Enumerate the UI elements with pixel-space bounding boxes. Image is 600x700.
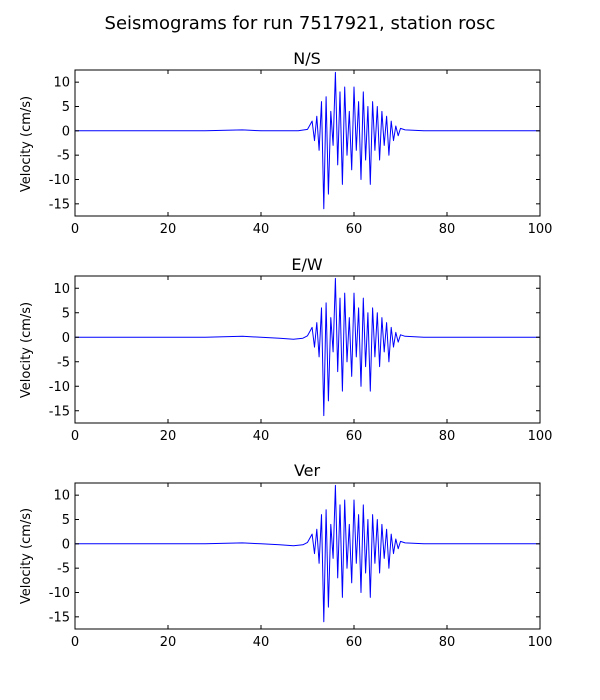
panel-ns: N/S Velocity (cm/s) 0 20 40 60 80 100 10 5 0 -5 -1… bbox=[19, 49, 552, 237]
y-axis-label: Velocity (cm/s) bbox=[19, 96, 34, 192]
trace-line bbox=[75, 277, 540, 417]
y-tick-label: 5 bbox=[62, 100, 70, 115]
y-tick-label: 5 bbox=[62, 513, 70, 528]
y-tick-label: -5 bbox=[57, 562, 70, 577]
y-tick-label: -5 bbox=[57, 149, 70, 164]
axis-ticks: 0 20 40 60 80 100 10 5 0 -5 -10 -15 bbox=[49, 483, 553, 650]
x-tick-label: 40 bbox=[253, 222, 270, 237]
figure-title: Seismograms for run 7517921, station ros… bbox=[105, 13, 496, 34]
y-axis-label: Velocity (cm/s) bbox=[19, 508, 34, 604]
axis-ticks: 0 20 40 60 80 100 10 5 0 -5 -10 -15 bbox=[49, 276, 553, 444]
trace-line bbox=[75, 484, 540, 623]
y-tick-label: -10 bbox=[49, 173, 70, 188]
x-tick-label: 100 bbox=[528, 429, 553, 444]
y-tick-label: -15 bbox=[49, 404, 70, 419]
y-tick-label: -15 bbox=[49, 610, 70, 625]
y-tick-label: 0 bbox=[62, 537, 70, 552]
x-tick-label: 60 bbox=[346, 429, 363, 444]
y-tick-label: -10 bbox=[49, 586, 70, 601]
panel-title: E/W bbox=[291, 255, 323, 274]
axis-ticks: 0 20 40 60 80 100 10 5 0 -5 -10 -15 bbox=[49, 70, 553, 237]
x-tick-label: 0 bbox=[71, 429, 79, 444]
x-tick-label: 100 bbox=[528, 222, 553, 237]
x-tick-label: 20 bbox=[160, 222, 177, 237]
x-tick-label: 40 bbox=[253, 429, 270, 444]
x-tick-label: 40 bbox=[253, 635, 270, 650]
plot-frame bbox=[74, 69, 541, 217]
y-tick-label: -10 bbox=[49, 380, 70, 395]
x-tick-label: 20 bbox=[160, 635, 177, 650]
x-tick-label: 0 bbox=[71, 222, 79, 237]
x-tick-label: 80 bbox=[439, 222, 456, 237]
y-tick-label: -15 bbox=[49, 197, 70, 212]
x-tick-label: 60 bbox=[346, 635, 363, 650]
y-tick-label: 5 bbox=[62, 306, 70, 321]
x-tick-label: 0 bbox=[71, 635, 79, 650]
panel-title: N/S bbox=[293, 49, 321, 68]
trace-line bbox=[75, 71, 540, 210]
y-axis-label: Velocity (cm/s) bbox=[19, 302, 34, 398]
plot-frame bbox=[74, 275, 541, 424]
x-tick-label: 60 bbox=[346, 222, 363, 237]
y-tick-label: 10 bbox=[53, 76, 70, 91]
x-tick-label: 80 bbox=[439, 635, 456, 650]
x-tick-label: 20 bbox=[160, 429, 177, 444]
x-tick-label: 100 bbox=[528, 635, 553, 650]
plot-frame bbox=[74, 482, 541, 630]
panel-title: Ver bbox=[294, 461, 321, 480]
panel-ver: Ver Velocity (cm/s) 0 20 40 60 80 100 10 5 0 -5 -1… bbox=[19, 461, 552, 650]
y-tick-label: 0 bbox=[62, 331, 70, 346]
y-tick-label: -5 bbox=[57, 355, 70, 370]
y-tick-label: 10 bbox=[53, 282, 70, 297]
y-tick-label: 10 bbox=[53, 489, 70, 504]
panel-ew: E/W Velocity (cm/s) 0 20 40 60 80 100 10 5 0 -5 -1… bbox=[19, 255, 552, 444]
y-tick-label: 0 bbox=[62, 124, 70, 139]
x-tick-label: 80 bbox=[439, 429, 456, 444]
